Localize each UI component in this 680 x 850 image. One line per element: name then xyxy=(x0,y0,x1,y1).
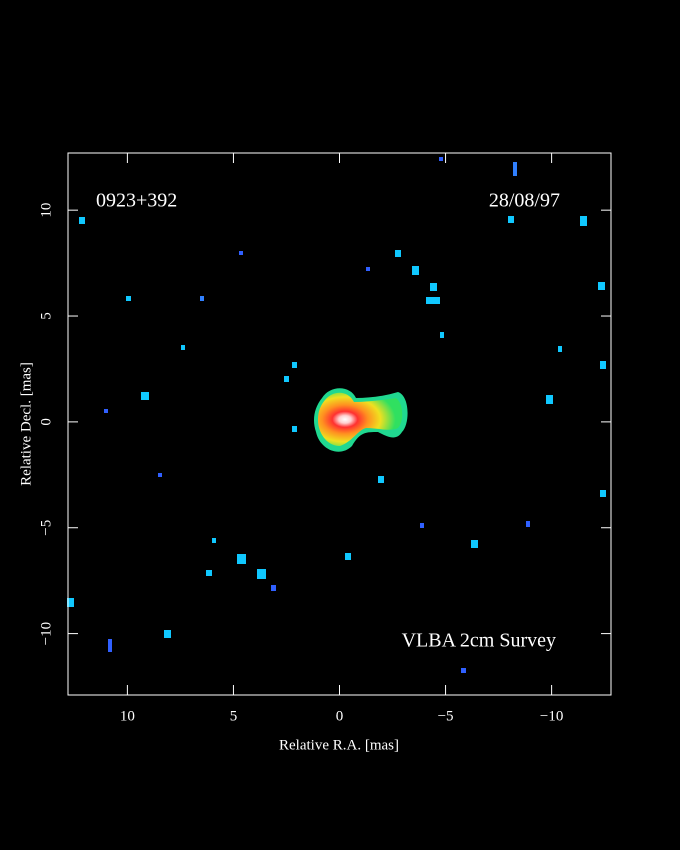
y-tick-label: 10 xyxy=(38,203,54,218)
x-tick-label: −10 xyxy=(540,708,563,724)
date-label: 28/08/97 xyxy=(489,190,560,212)
x-tick-label: −5 xyxy=(438,708,454,724)
noise-spots xyxy=(67,157,606,673)
source-label: 0923+392 xyxy=(96,190,177,212)
x-axis-label: Relative R.A. [mas] xyxy=(279,737,399,753)
y-tick-label: 5 xyxy=(38,312,54,320)
x-tick-label: 5 xyxy=(230,708,238,724)
y-tick-label: −10 xyxy=(38,622,54,645)
y-tick-label: 0 xyxy=(38,418,54,426)
x-tick-label: 0 xyxy=(336,708,344,724)
survey-label: VLBA 2cm Survey xyxy=(402,630,556,652)
y-axis-label: Relative Decl. [mas] xyxy=(18,362,34,486)
source xyxy=(314,388,408,452)
y-tick-label: −5 xyxy=(38,520,54,536)
x-tick-label: 10 xyxy=(120,708,135,724)
